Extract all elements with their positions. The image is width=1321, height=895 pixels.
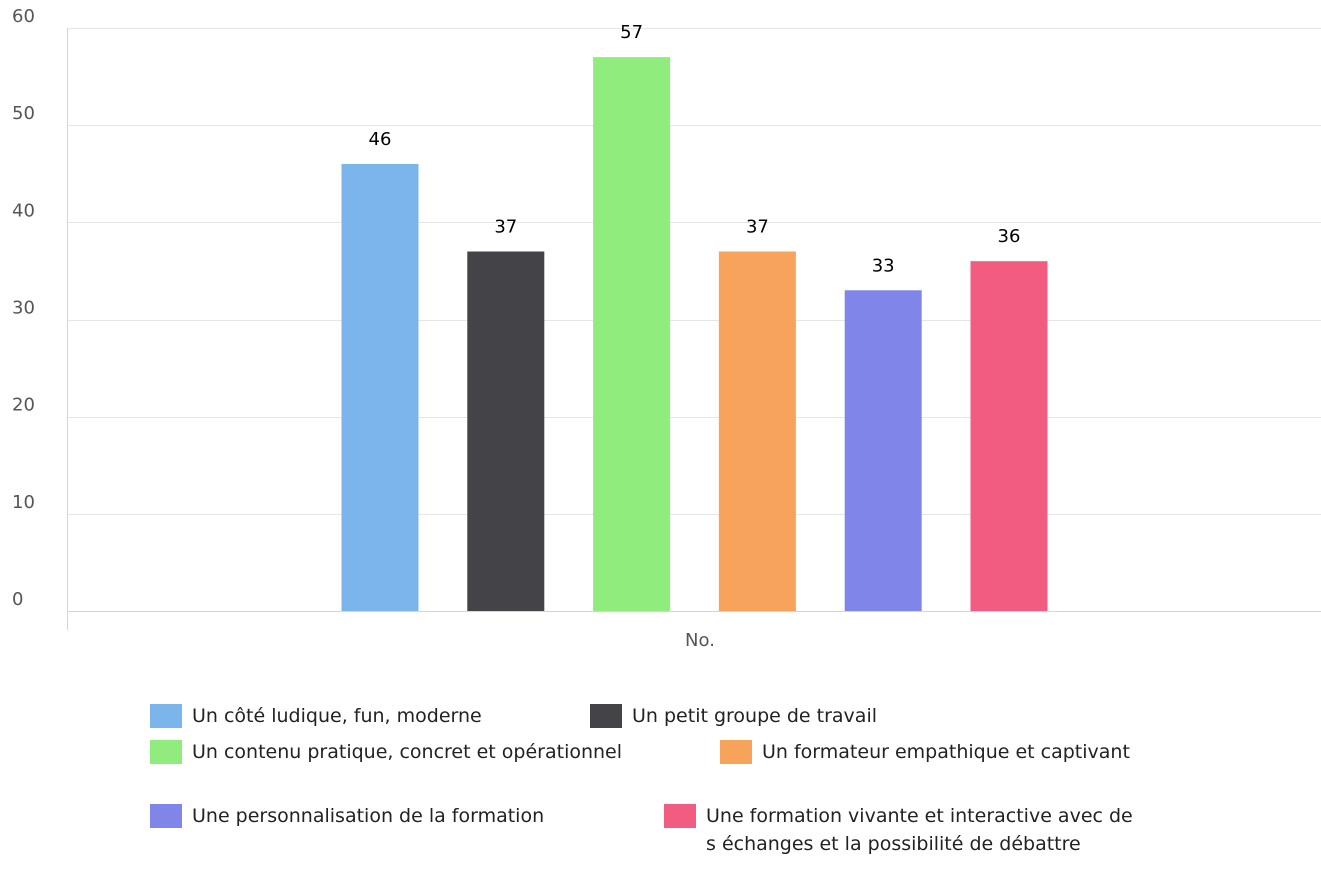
legend-item[interactable]: Une personnalisation de la formation — [150, 802, 650, 830]
y-tick-label: 0 — [12, 589, 23, 610]
legend-item[interactable]: Une formation vivante et interactive ave… — [664, 802, 1134, 858]
legend-label: Un côté ludique, fun, moderne — [192, 705, 482, 727]
legend-swatch — [150, 740, 182, 764]
legend-item[interactable]: Un côté ludique, fun, moderne — [150, 702, 570, 730]
legend-swatch — [150, 704, 182, 728]
data-label: 46 — [369, 129, 392, 150]
y-tick-label: 40 — [12, 200, 35, 221]
y-axis-ticks: 0 10 20 30 40 50 60 — [12, 6, 35, 610]
bars — [341, 57, 1048, 612]
y-tick-label: 20 — [12, 395, 35, 416]
legend-item[interactable]: Un contenu pratique, concret et opératio… — [150, 738, 660, 766]
data-label: 37 — [494, 217, 517, 238]
legend-label: Un contenu pratique, concret et opératio… — [192, 741, 623, 763]
legend-label: Une personnalisation de la formation — [192, 805, 545, 827]
legend-swatch — [720, 740, 752, 764]
bar[interactable] — [341, 164, 419, 611]
y-tick-label: 30 — [12, 298, 35, 319]
legend-item[interactable]: Un petit groupe de travail — [590, 702, 1010, 730]
bar-chart: 0 10 20 30 40 50 60 46 37 57 37 33 36 No. — [12, 6, 1321, 651]
data-label: 36 — [998, 226, 1021, 247]
legend-label: Un petit groupe de travail — [632, 705, 878, 727]
y-tick-label: 10 — [12, 492, 35, 513]
x-category-label: No. — [685, 630, 715, 651]
y-tick-label: 50 — [12, 103, 35, 124]
legend-swatch — [150, 804, 182, 828]
legend-label: Un formateur empathique et captivant — [762, 741, 1130, 763]
data-labels: 46 37 57 37 33 36 — [369, 22, 1021, 276]
data-label: 37 — [746, 217, 769, 238]
data-label: 33 — [872, 255, 895, 276]
data-label: 57 — [620, 22, 643, 43]
y-tick-label: 60 — [12, 6, 35, 27]
legend-swatch — [590, 704, 622, 728]
bar[interactable] — [970, 261, 1048, 611]
bar[interactable] — [467, 251, 545, 612]
grid-lines — [67, 28, 1321, 515]
bar[interactable] — [718, 251, 796, 612]
bar[interactable] — [593, 57, 671, 612]
legend-label: Une formation vivante et interactive ave… — [706, 805, 1133, 855]
legend-item[interactable]: Un formateur empathique et captivant — [720, 738, 1200, 766]
bar[interactable] — [844, 290, 922, 611]
legend-swatch — [664, 804, 696, 828]
